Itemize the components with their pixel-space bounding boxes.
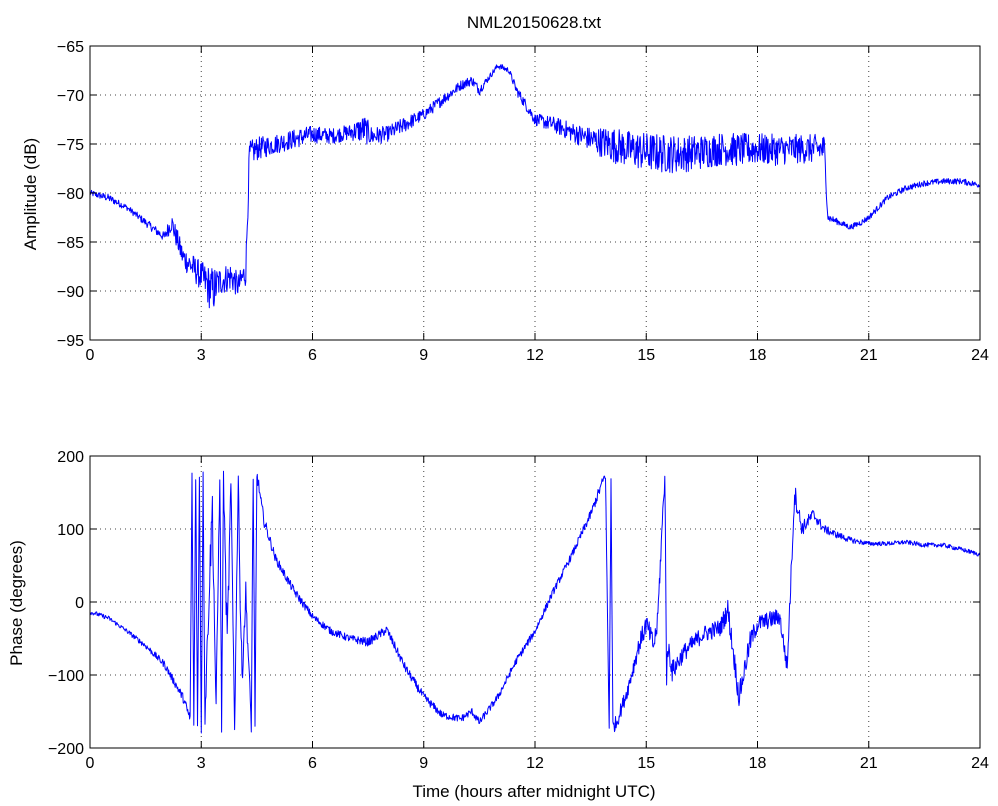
y-axis-label: Phase (degrees): [7, 540, 26, 666]
y-tick-label: −70: [57, 88, 84, 105]
y-tick-label: −65: [57, 39, 84, 56]
x-tick-label: 21: [860, 755, 878, 772]
x-tick-label: 21: [860, 347, 878, 364]
x-tick-label: 15: [637, 755, 655, 772]
x-tick-label: 18: [749, 347, 767, 364]
y-tick-label: −75: [57, 137, 84, 154]
x-axis-label: Time (hours after midnight UTC): [412, 782, 655, 801]
x-tick-label: 6: [308, 755, 317, 772]
y-tick-label: −200: [48, 741, 84, 758]
x-tick-label: 24: [971, 347, 989, 364]
x-tick-label: 3: [197, 755, 206, 772]
y-tick-label: −80: [57, 186, 84, 203]
x-tick-label: 3: [197, 347, 206, 364]
x-tick-label: 12: [526, 755, 544, 772]
y-tick-label: −95: [57, 333, 84, 350]
x-tick-label: 9: [419, 755, 428, 772]
y-tick-label: 0: [75, 595, 84, 612]
y-tick-label: 100: [57, 522, 84, 539]
x-tick-label: 0: [86, 347, 95, 364]
x-tick-label: 9: [419, 347, 428, 364]
x-tick-label: 15: [637, 347, 655, 364]
y-tick-label: −85: [57, 235, 84, 252]
x-tick-label: 24: [971, 755, 989, 772]
x-tick-label: 6: [308, 347, 317, 364]
chart-title: NML20150628.txt: [467, 13, 601, 32]
y-tick-label: 200: [57, 449, 84, 466]
phase-plot: Phase (degrees) Time (hours after midnig…: [7, 449, 989, 801]
x-tick-label: 12: [526, 347, 544, 364]
series-line: [89, 470, 981, 734]
series-line: [89, 64, 981, 309]
y-axis-label: Amplitude (dB): [21, 138, 40, 250]
x-tick-label: 18: [749, 755, 767, 772]
y-tick-label: −100: [48, 668, 84, 685]
y-tick-label: −90: [57, 284, 84, 301]
amplitude-plot: NML20150628.txt Amplitude (dB) 0 3 6 9 12 15 1…: [21, 13, 989, 364]
x-tick-label: 0: [86, 755, 95, 772]
